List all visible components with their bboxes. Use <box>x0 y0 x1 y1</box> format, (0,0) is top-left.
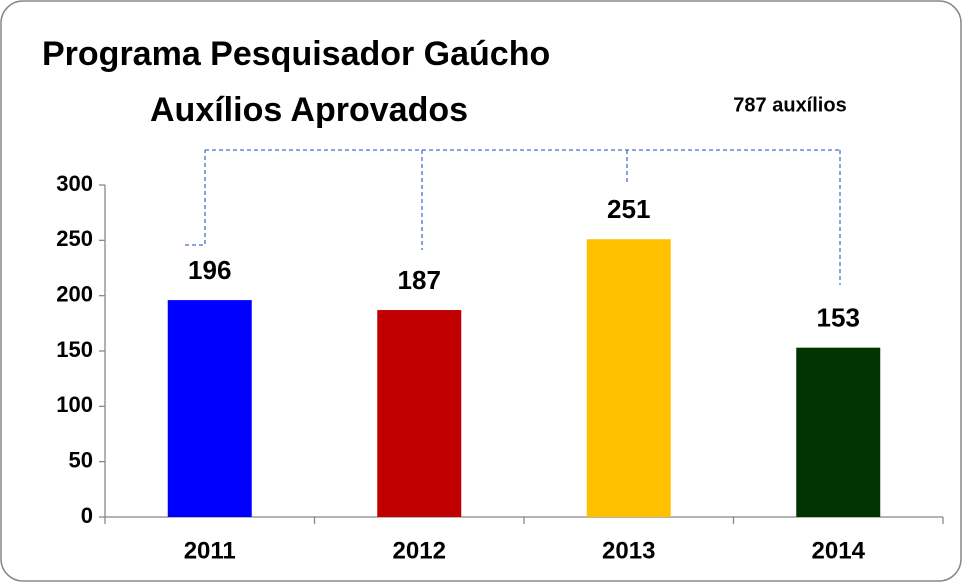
data-label: 196 <box>188 255 231 285</box>
chart-title: Auxílios Aprovados <box>150 91 468 129</box>
y-tick-label: 100 <box>56 392 93 417</box>
chart-title: Programa Pesquisador Gaúcho <box>42 35 550 73</box>
bracket <box>185 149 841 285</box>
y-tick-label: 300 <box>56 171 93 196</box>
y-tick-label: 0 <box>81 503 93 528</box>
bar <box>586 239 671 517</box>
bar <box>796 347 881 517</box>
y-tick-label: 50 <box>69 447 93 472</box>
annotation: 787 auxílios <box>733 94 846 116</box>
y-tick-label: 250 <box>56 226 93 251</box>
x-tick-label: 2011 <box>184 537 236 564</box>
bar <box>167 300 252 517</box>
x-tick-label: 2013 <box>602 537 655 564</box>
bar <box>377 310 462 517</box>
x-tick-label: 2014 <box>812 537 866 564</box>
x-tick-label: 2012 <box>393 537 446 564</box>
data-label: 251 <box>607 194 650 224</box>
data-label: 187 <box>398 265 441 295</box>
y-tick-label: 150 <box>56 337 93 362</box>
data-label: 153 <box>817 303 860 333</box>
y-tick-label: 200 <box>56 281 93 306</box>
